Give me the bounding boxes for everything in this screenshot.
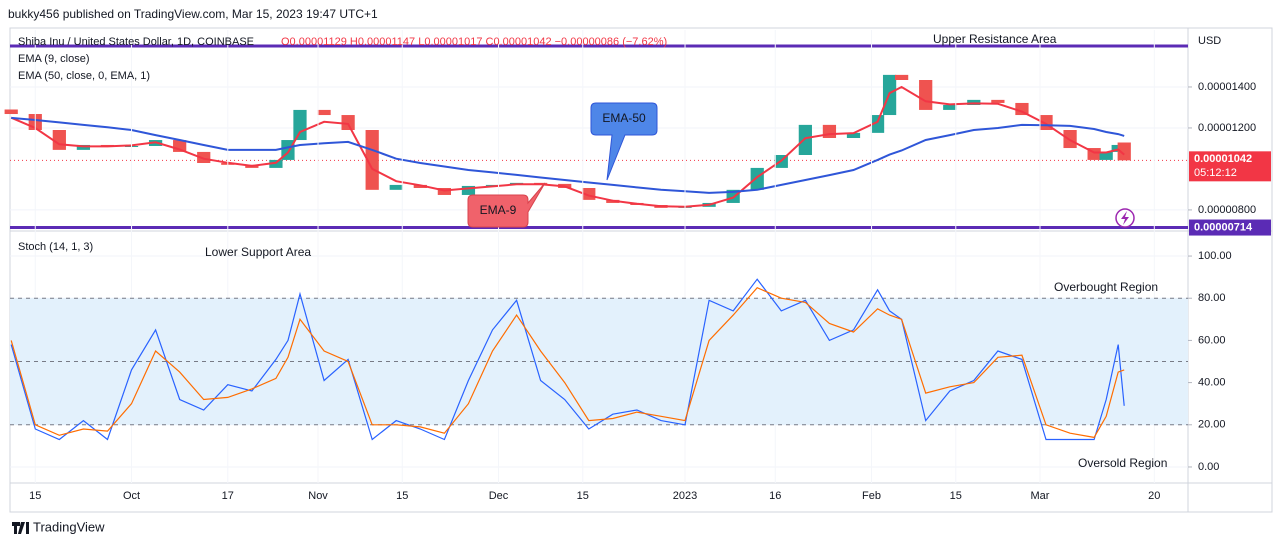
candle-body [317,109,331,116]
series-line [11,116,1125,194]
y-tick-label: 100.00 [1198,250,1232,262]
band-fill [10,298,1188,425]
candle-body [1087,148,1101,160]
stoch-line [10,286,1125,439]
annotation-oversold: Oversold Region [1078,456,1167,470]
candle-body [822,124,837,138]
annotation-ema9: EMA-9 [480,203,517,217]
annotation-upper: Upper Resistance Area [933,32,1057,46]
candle-body [991,99,1005,103]
legend-ema9: EMA (9, close) [18,53,90,65]
candle-body [365,130,379,190]
x-tick-label: Mar [1031,490,1050,502]
candle-body [341,115,355,130]
x-tick-label: 15 [950,490,962,502]
callout-ema50 [590,102,658,181]
callout-ema9 [467,182,546,228]
y-tick-label: 0.00 [1198,461,1219,473]
candle-body [1015,102,1029,116]
candle-body [750,167,764,190]
candle-body [269,159,283,168]
ohlc-text: O0.00001129 H0.00001147 L0.00001017 C0.0… [281,36,667,48]
y-tick-label: 20.00 [1198,419,1226,431]
x-tick-label: 20 [1148,490,1160,502]
candle-body [4,109,18,115]
annotation-ema50: EMA-50 [602,111,646,125]
annotation-overbought: Overbought Region [1054,280,1158,294]
y-tick-label: 0.00001200 [1198,122,1256,134]
candle-body [1117,142,1131,161]
countdown-label: 05:12:12 [1194,167,1237,179]
level-label: 0.00000714 [1194,221,1253,233]
x-tick-label: Oct [123,490,140,502]
annotation-lower: Lower Support Area [205,245,311,259]
candle-body [52,130,66,150]
header-text: bukky456 published on TradingView.com, M… [8,7,378,21]
candle-body [919,80,933,110]
candle-body [798,124,812,155]
x-tick-label: Feb [862,490,881,502]
candle-body [943,105,957,110]
x-tick-label: 15 [29,490,41,502]
level-label-box [1189,219,1271,236]
legend-ema50: EMA (50, close, 0, EMA, 1) [18,70,150,82]
frame [9,27,1273,513]
series-line [10,85,1125,208]
candle-body [76,144,91,150]
candle-body [582,187,596,200]
x-tick-label: 15 [396,490,408,502]
event-icon-bolt [1121,211,1129,225]
last-price-box [1189,151,1271,182]
x-tick-label: 15 [577,490,589,502]
plot-layer: 0.00001400 0.00001200 0.00000800 0.00000714… [4,30,1271,502]
x-tick-label: 17 [222,490,234,502]
x-tick-label: Dec [489,490,509,502]
axis-unit: USD [1198,35,1221,47]
candle-body [846,132,861,138]
y-tick-label: 60.00 [1198,334,1226,346]
candle-body [870,115,885,133]
y-tick-label: 80.00 [1198,292,1226,304]
stoch-title: Stoch (14, 1, 3) [18,241,93,253]
candle-body [1099,151,1113,160]
logo [12,522,29,534]
candle-body [461,185,476,195]
candle-body [389,184,403,190]
candle-body [197,151,211,163]
symbol-title: Shiba Inu / United States Dollar, 1D, CO… [18,36,254,48]
candle-body [895,74,909,80]
y-tick-label: 40.00 [1198,377,1226,389]
y-tick-label: 0.00000800 [1198,204,1256,216]
y-tick-label: 0.00001400 [1198,81,1256,93]
x-tick-label: 16 [769,490,781,502]
x-tick-label: Nov [308,490,328,502]
last-price-label: 0.00001042 [1194,153,1252,165]
candle-body [173,140,187,152]
footer-brand: TradingView [33,519,105,534]
x-tick-label: 2023 [673,490,697,502]
candle-body [293,109,307,141]
candle-body [413,184,427,188]
